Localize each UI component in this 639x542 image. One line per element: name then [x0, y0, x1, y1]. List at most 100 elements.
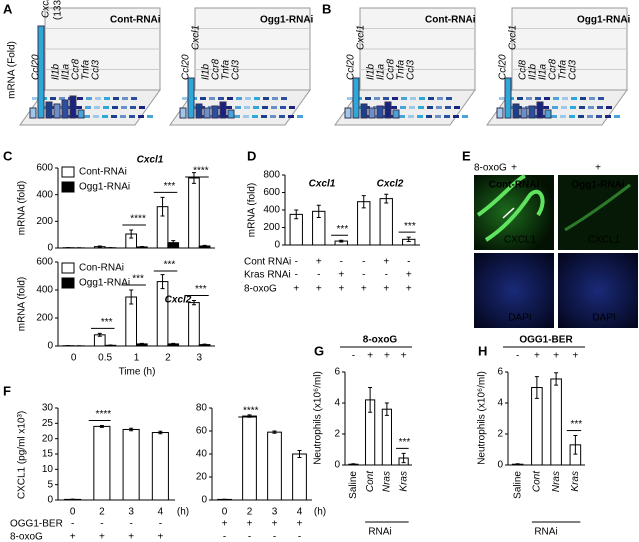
condition-mark: + — [367, 351, 373, 362]
y-tick-label: 200 — [36, 216, 53, 227]
floor-bar — [614, 115, 620, 118]
condition-mark: - — [129, 519, 132, 530]
significance: **** — [96, 409, 112, 420]
x-tick-label: 2 — [99, 507, 105, 518]
y-tick-label: 0 — [497, 460, 503, 471]
condition-mark: - — [352, 351, 355, 362]
gene-label: Il1a — [61, 63, 72, 80]
bar — [267, 431, 282, 501]
error-bar — [139, 246, 144, 248]
gene-bar — [203, 107, 211, 119]
floor-bar — [426, 115, 432, 118]
condition-mark: + — [247, 519, 253, 530]
significance: **** — [243, 406, 259, 417]
condition-mark: + — [272, 519, 278, 530]
gene-bar — [392, 109, 400, 119]
panel-title: Ogg1-RNAi — [577, 15, 631, 26]
floor-bar — [103, 106, 109, 109]
legend-label: Cont-RNAi — [79, 167, 127, 178]
condition-label: Cont RNAi — [244, 257, 291, 268]
floor-bar — [392, 97, 398, 100]
floor-bar — [297, 115, 303, 118]
floor-bar — [236, 97, 242, 100]
floor-bar — [427, 106, 433, 109]
gene-label: Cxcl1 — [41, 0, 52, 18]
gene-bar — [195, 103, 203, 119]
floor-bar — [365, 97, 371, 100]
bar — [151, 432, 169, 501]
panel-title: Cont-RNAi — [425, 15, 476, 26]
condition-mark: + — [534, 351, 540, 362]
condition-mark: - — [273, 532, 276, 542]
floor-bar — [227, 97, 233, 100]
y-tick-label: 20 — [196, 472, 208, 483]
error-bar — [171, 342, 176, 345]
floor-bar — [560, 115, 566, 118]
gene-label: Ccl20 — [31, 54, 42, 80]
floor-bar — [208, 106, 214, 109]
panel-title: Ogg1-RNAi — [260, 15, 314, 26]
y-axis-label: Neutrophils (x10⁶/ml) — [313, 371, 324, 465]
y-axis-label: CXCL1 (pg/ml x10³) — [17, 411, 28, 499]
y-tick-label: 4 — [334, 398, 340, 409]
gene-label: Il1b — [51, 63, 62, 80]
floor-bar — [200, 97, 206, 100]
legend-label: Ogg1-RNAi — [79, 278, 130, 289]
x-tick-label: 3 — [272, 507, 278, 518]
floor-bar — [272, 97, 278, 100]
gene-label: Ccl8 — [518, 60, 529, 80]
significance: *** — [399, 437, 411, 448]
floor-bar — [262, 106, 268, 109]
error-bar — [406, 236, 411, 242]
floor-bar — [226, 106, 232, 109]
x-tick-label: 2 — [247, 507, 253, 518]
error-bar — [129, 289, 134, 305]
y-tick-label: 2 — [497, 429, 503, 440]
floor-bar — [243, 115, 249, 118]
error-bar — [554, 372, 559, 386]
floor-bar — [598, 97, 604, 100]
error-bar — [158, 430, 163, 435]
floor-bar — [551, 115, 557, 118]
floor-bar — [589, 97, 595, 100]
condition-mark: + — [338, 270, 344, 281]
floor-bar — [253, 106, 259, 109]
gene-bar — [368, 107, 376, 119]
floor-bar — [244, 106, 250, 109]
gene-bar — [37, 25, 45, 119]
error-bar — [573, 435, 578, 455]
gene-bar — [528, 105, 536, 119]
floor-bar — [579, 106, 585, 109]
condition-mark: + — [553, 351, 559, 362]
error-bar — [368, 387, 373, 413]
condition-mark: - — [340, 257, 343, 268]
floor-bar — [400, 106, 406, 109]
floor-bar — [182, 97, 188, 100]
floor-bar — [209, 97, 215, 100]
floor-bar — [571, 97, 577, 100]
floor-bar — [216, 115, 222, 118]
legend-swatch — [61, 181, 75, 193]
significance: *** — [570, 419, 582, 430]
floor-bar — [374, 97, 380, 100]
condition-mark: - — [362, 270, 365, 281]
gene-bar — [520, 107, 528, 119]
x-tick-label: 4 — [297, 507, 303, 518]
x-tick-label: Nras — [382, 471, 393, 492]
y-tick-label: 0 — [334, 460, 340, 471]
gene-bar — [77, 109, 85, 119]
y-tick-label: 15 — [42, 449, 54, 460]
panel-label: B — [322, 1, 331, 16]
error-bar — [384, 402, 389, 416]
significance: *** — [101, 317, 113, 328]
y-tick-label: 2 — [334, 429, 340, 440]
gene-bar — [344, 107, 352, 119]
error-bar — [297, 450, 302, 458]
error-bar — [160, 196, 165, 217]
floor-bar — [588, 106, 594, 109]
gene-bar — [53, 103, 61, 119]
floor-bar — [104, 97, 110, 100]
floor-bar — [271, 106, 277, 109]
bar — [379, 198, 393, 246]
